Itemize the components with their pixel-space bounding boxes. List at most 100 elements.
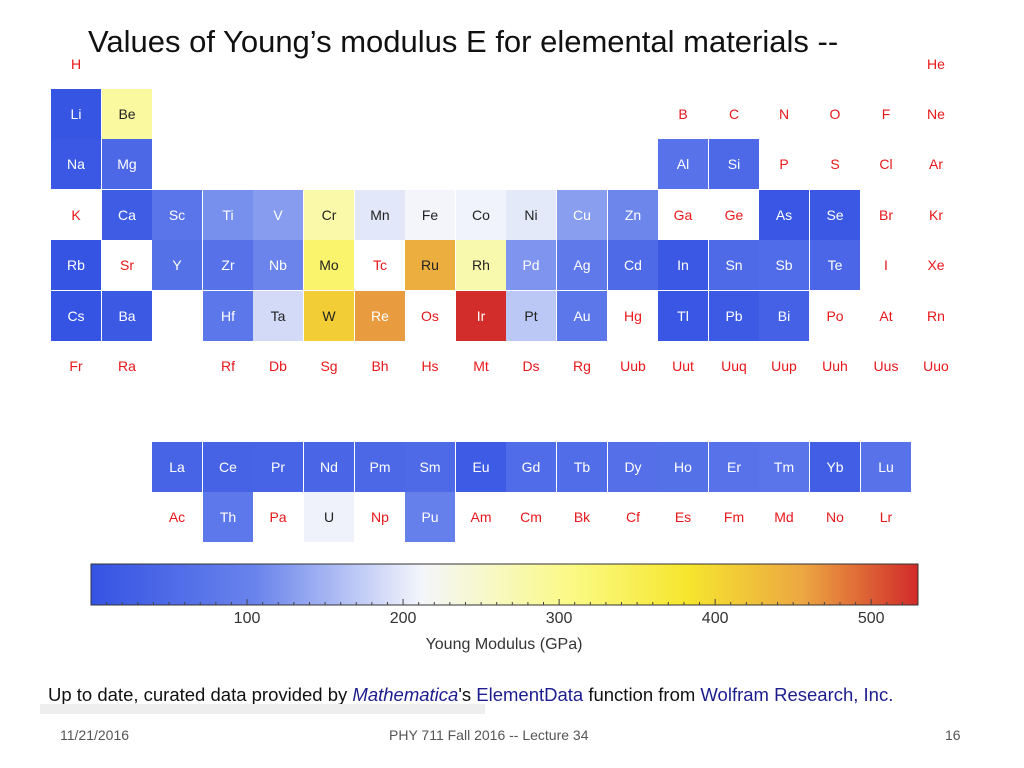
element-cell-ds: Ds [522,358,540,374]
colorbar-gradient [90,563,919,606]
element-cell-n: N [778,106,790,122]
slide-title: Values of Young’s modulus E for elementa… [88,24,839,59]
colorbar-tick-label: 300 [546,610,573,627]
element-cell-mt: Mt [473,358,489,374]
element-cell-uuh: Uuh [822,358,848,374]
element-cell-hg: Hg [624,308,642,324]
element-cell-am: Am [470,509,492,525]
element-cell-bk: Bk [573,509,591,525]
element-cell-es: Es [674,509,692,525]
element-cell-sr: Sr [120,257,134,273]
element-cell-la: La [152,442,202,492]
element-cell-al: Al [658,139,708,189]
element-cell-ce: Ce [203,442,253,492]
element-cell-rg: Rg [573,358,591,374]
element-cell-pb: Pb [709,291,759,341]
element-cell-cl: Cl [879,156,893,172]
element-cell-ar: Ar [929,156,943,172]
element-cell-he: He [927,56,945,72]
element-cell-i: I [884,257,888,273]
element-cell-ru: Ru [405,240,455,290]
credit-text-2: 's [458,684,477,705]
element-cell-ne: Ne [927,106,945,122]
element-cell-cr: Cr [304,190,354,240]
element-cell-ba: Ba [102,291,152,341]
element-cell-bi: Bi [759,291,809,341]
element-cell-cm: Cm [520,509,542,525]
element-cell-yb: Yb [810,442,860,492]
element-cell-uut: Uut [672,358,694,374]
element-cell-se: Se [810,190,860,240]
element-cell-ir: Ir [456,291,506,341]
element-cell-tc: Tc [373,257,387,273]
element-cell-ge: Ge [724,207,744,223]
element-cell-zr: Zr [203,240,253,290]
element-cell-be: Be [102,89,152,139]
element-cell-sb: Sb [759,240,809,290]
element-cell-po: Po [826,308,844,324]
element-cell-ra: Ra [118,358,136,374]
element-cell-bh: Bh [371,358,389,374]
element-cell-er: Er [709,442,759,492]
element-cell-dy: Dy [608,442,658,492]
element-cell-rb: Rb [51,240,101,290]
credit-elementdata: ElementData [476,684,584,705]
periodic-table-heatmap: H He Li Be B C N O F Ne Na Mg Al Si P S Cl Ar K Ca Sc Ti V Cr Mn… [51,56,949,542]
element-cell-sn: Sn [709,240,759,290]
element-cell-li: Li [51,89,101,139]
element-cell-rf: Rf [221,358,235,374]
element-cell-fr: Fr [69,358,83,374]
element-cell-uuo: Uuo [923,358,949,374]
footer-date: 11/21/2016 [60,727,130,743]
element-cell-ca: Ca [102,190,152,240]
element-cell-f: F [881,106,891,122]
element-cell-cd: Cd [608,240,658,290]
credit-wolfram: Wolfram Research, Inc. [700,684,894,705]
element-cell-b: B [678,106,688,122]
element-cell-au: Au [557,291,607,341]
element-cell-ni: Ni [506,190,556,240]
element-cell-cf: Cf [626,509,640,525]
element-cell-np: Np [371,509,389,525]
element-cell-br: Br [879,207,893,223]
element-cell-at: At [879,308,893,324]
element-cell-mn: Mn [355,190,405,240]
element-cell-sc: Sc [152,190,202,240]
element-cell-th: Th [203,492,253,542]
element-cell-co: Co [456,190,506,240]
colorbar-tick-label: 200 [390,610,417,627]
element-cell-db: Db [269,358,287,374]
element-cell-ho: Ho [658,442,708,492]
element-cell-uus: Uus [873,358,899,374]
element-cell-ag: Ag [557,240,607,290]
element-cell-uup: Uup [771,358,797,374]
element-cell-hf: Hf [203,291,253,341]
element-cell-hs: Hs [421,358,439,374]
element-cell-uuq: Uuq [721,358,747,374]
element-cell-s: S [830,156,840,172]
element-cell-nd: Nd [304,442,354,492]
element-cell-uub: Uub [620,358,646,374]
credit-strip [40,704,485,714]
element-cell-ti: Ti [203,190,253,240]
element-cell-kr: Kr [929,207,943,223]
element-cell-pt: Pt [506,291,556,341]
element-cell-k: K [71,207,81,223]
colorbar-label: Young Modulus (GPa) [426,636,583,653]
element-cell-zn: Zn [608,190,658,240]
credit-text-3: function from [583,684,701,705]
element-cell-v: V [253,190,303,240]
page-number: 16 [945,727,961,743]
element-cell-pa: Pa [269,509,287,525]
element-cell-re: Re [355,291,405,341]
element-cell-pd: Pd [506,240,556,290]
element-cell-sg: Sg [320,358,338,374]
element-cell-tb: Tb [557,442,607,492]
colorbar-ticks: 100 200 300 400 500 [106,599,903,627]
element-cell-te: Te [810,240,860,290]
element-cell-mo: Mo [304,240,354,290]
element-cell-w: W [304,291,354,341]
element-cell-h: H [70,56,82,72]
element-cell-ac: Ac [168,509,186,525]
element-cell-u: U [304,492,354,542]
